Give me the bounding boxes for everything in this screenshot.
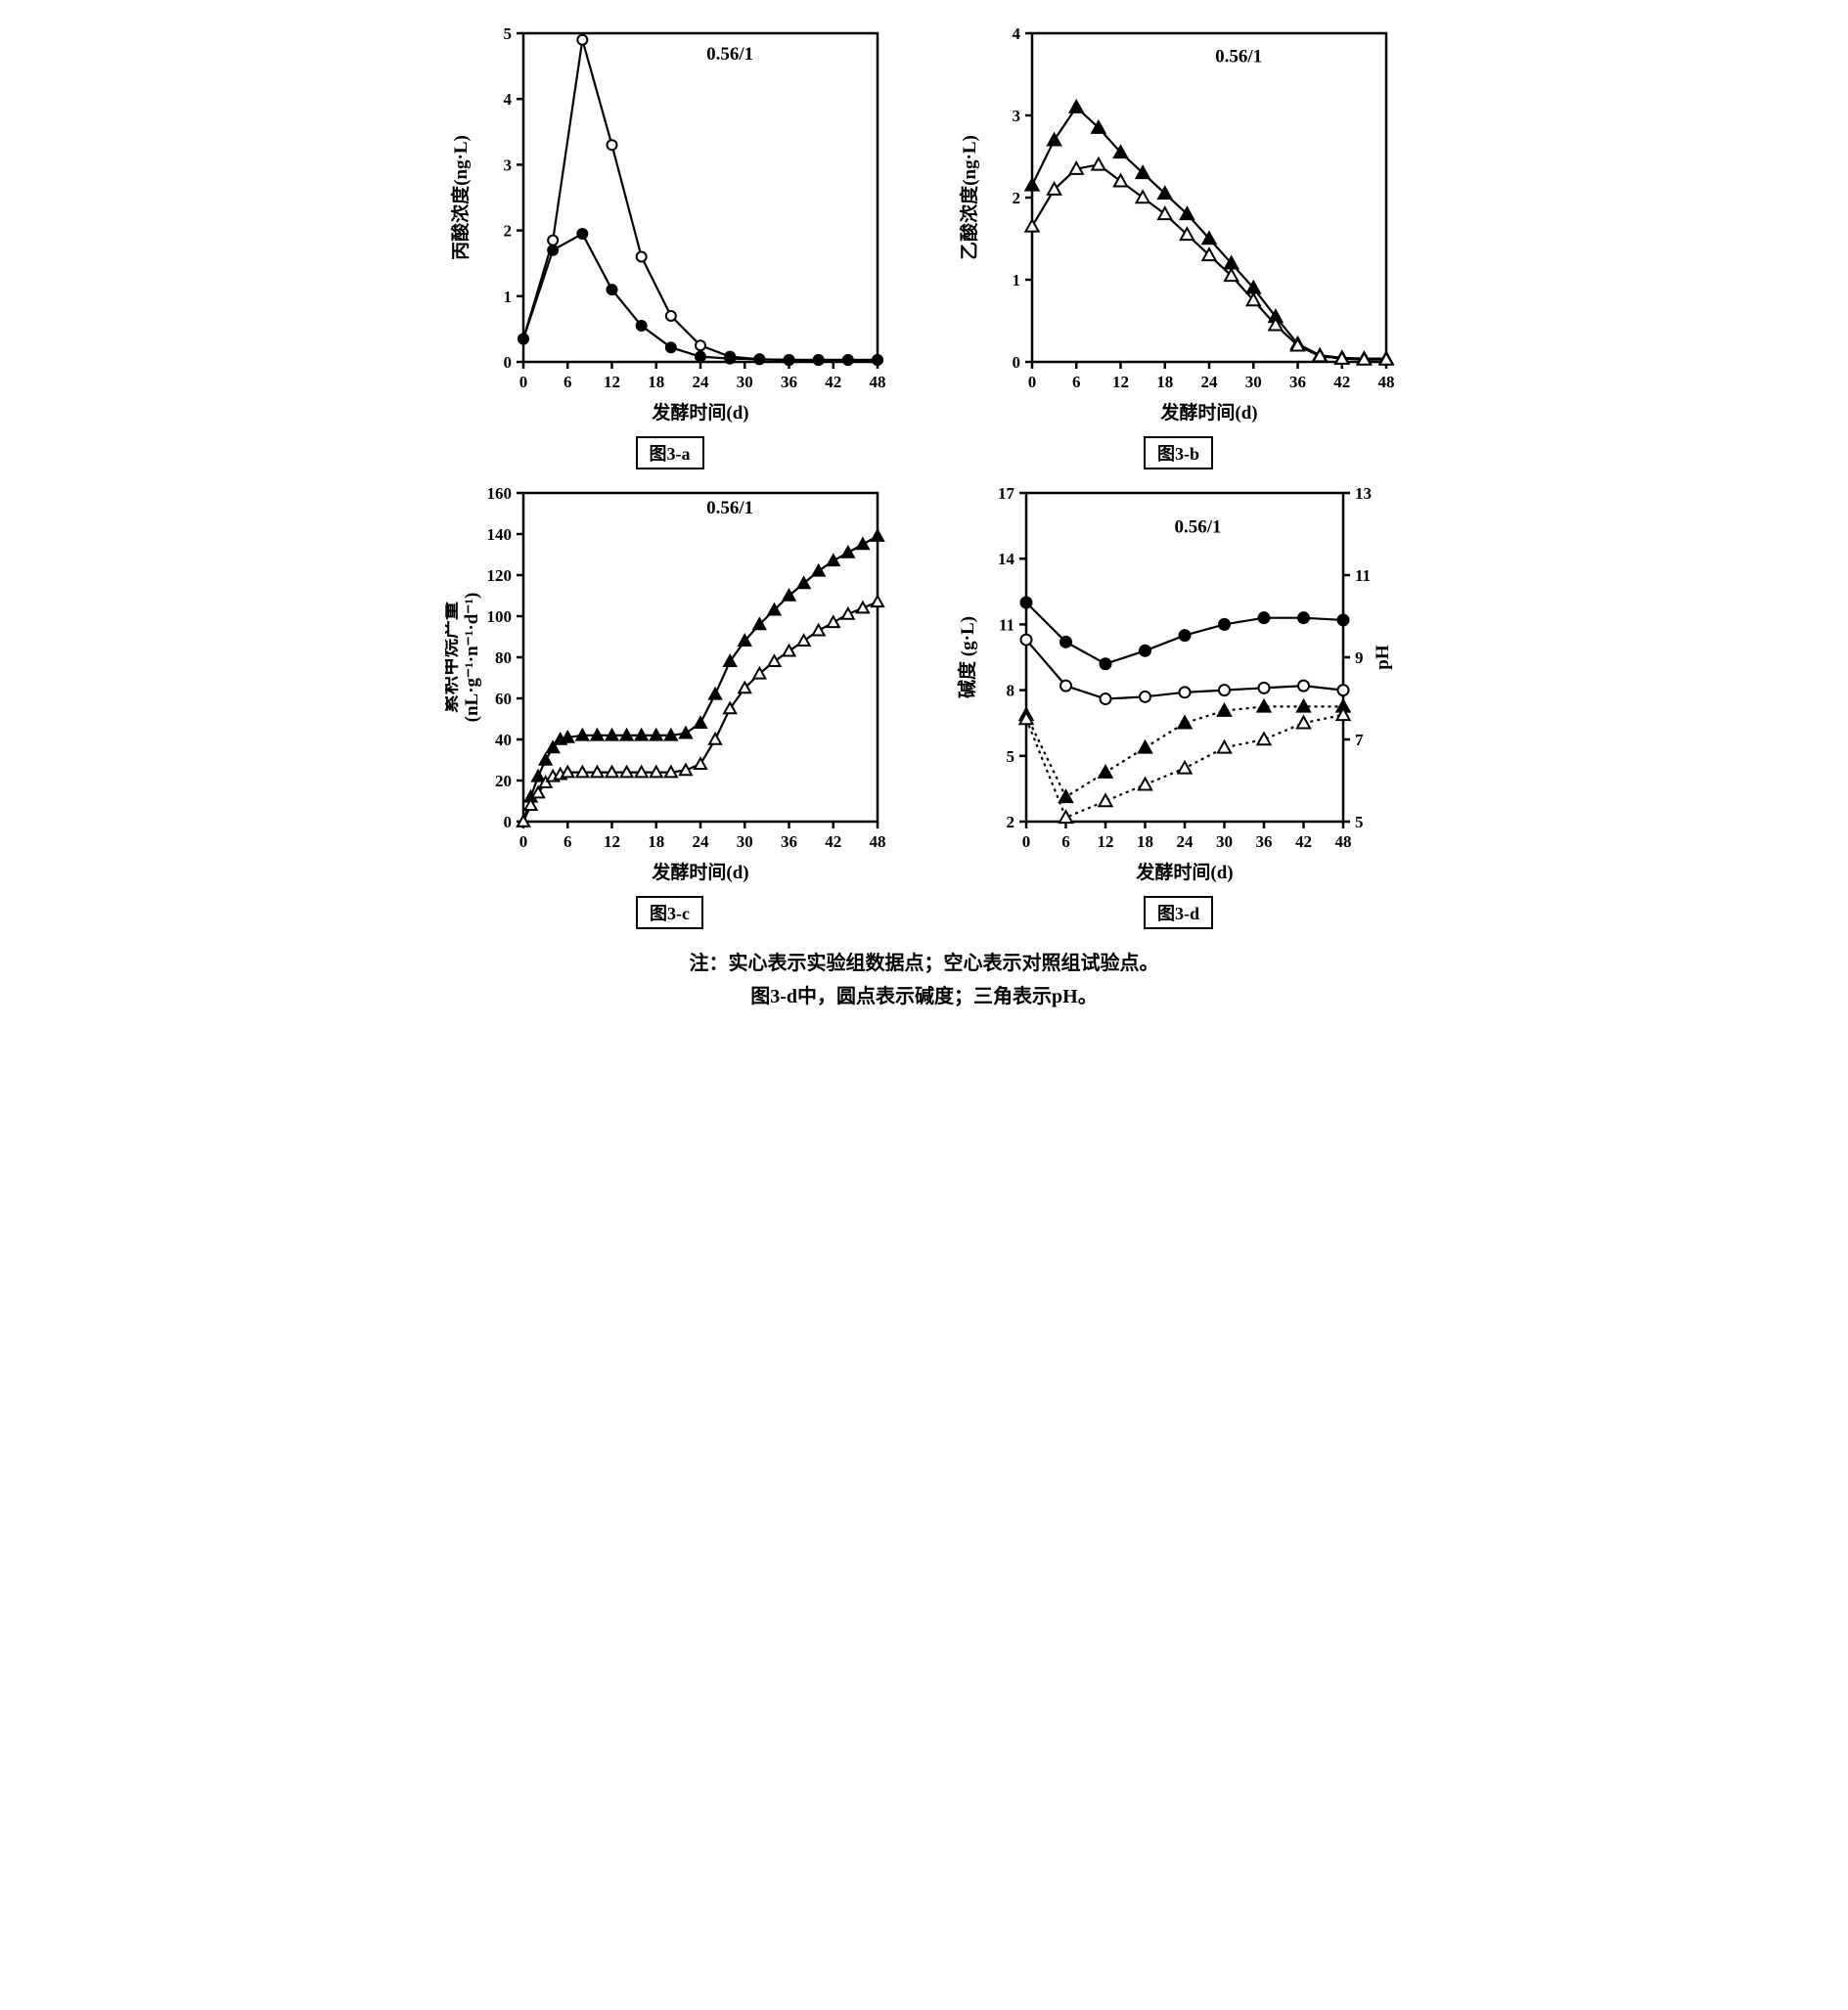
svg-text:累积甲烷产量(nL·g⁻¹·n⁻¹·d⁻¹): 累积甲烷产量(nL·g⁻¹·n⁻¹·d⁻¹) [445, 593, 482, 723]
svg-text:24: 24 [1200, 373, 1218, 391]
footnote-line2: 图3-d中，圆点表示碱度；三角表示pH。 [750, 986, 1097, 1007]
svg-text:发酵时间(d): 发酵时间(d) [1159, 401, 1257, 424]
chart-b: 061218243036424801234发酵时间(d)乙酸浓度(ng·L)0.… [954, 20, 1404, 430]
svg-text:60: 60 [495, 690, 512, 708]
svg-text:0: 0 [503, 353, 512, 372]
svg-text:12: 12 [1097, 832, 1113, 851]
svg-text:48: 48 [1377, 373, 1394, 391]
svg-text:160: 160 [486, 484, 512, 503]
svg-text:40: 40 [495, 731, 512, 749]
svg-text:36: 36 [1289, 373, 1306, 391]
svg-text:42: 42 [1333, 373, 1350, 391]
caption-b: 图3-b [1144, 436, 1213, 469]
svg-text:42: 42 [1295, 832, 1312, 851]
svg-text:0.56/1: 0.56/1 [706, 498, 753, 518]
svg-text:80: 80 [495, 648, 512, 667]
svg-text:0: 0 [1021, 832, 1030, 851]
panel-b: 061218243036424801234发酵时间(d)乙酸浓度(ng·L)0.… [944, 20, 1414, 469]
caption-d: 图3-d [1144, 896, 1213, 929]
svg-text:6: 6 [1072, 373, 1081, 391]
svg-text:碱度 (g·L): 碱度 (g·L) [956, 616, 978, 698]
svg-text:0.56/1: 0.56/1 [1174, 516, 1221, 537]
svg-text:9: 9 [1355, 648, 1364, 667]
svg-text:0.56/1: 0.56/1 [706, 44, 753, 65]
footnote: 注：实心表示实验组数据点；空心表示对照组试验点。 图3-d中，圆点表示碱度；三角… [435, 947, 1414, 1013]
svg-text:20: 20 [495, 772, 512, 790]
svg-text:发酵时间(d): 发酵时间(d) [651, 861, 748, 883]
svg-text:30: 30 [736, 373, 752, 391]
svg-text:36: 36 [781, 373, 797, 391]
svg-text:30: 30 [736, 832, 752, 851]
svg-text:18: 18 [648, 832, 664, 851]
svg-text:4: 4 [1012, 24, 1020, 43]
svg-text:18: 18 [648, 373, 664, 391]
svg-text:1: 1 [503, 288, 512, 306]
chart-d: 0 6 12 18 24 30 36 42 48 2 5 8 11 14 17 5 7 9 11 13 发酵时间(d) 碱… [954, 479, 1404, 890]
svg-text:2: 2 [1012, 189, 1020, 207]
svg-text:42: 42 [825, 373, 841, 391]
svg-text:11: 11 [998, 615, 1014, 634]
svg-text:6: 6 [563, 373, 572, 391]
svg-text:13: 13 [1355, 484, 1372, 503]
svg-text:6: 6 [1061, 832, 1070, 851]
svg-text:12: 12 [1112, 373, 1129, 391]
svg-text:48: 48 [1334, 832, 1351, 851]
svg-text:140: 140 [486, 525, 512, 544]
chart-c: 0 6 12 18 24 30 36 42 48 0 20 40 60 80 100 120 140 160 发酵时… [445, 479, 895, 890]
svg-text:0: 0 [1027, 373, 1036, 391]
svg-text:发酵时间(d): 发酵时间(d) [651, 401, 748, 424]
svg-text:100: 100 [486, 607, 512, 626]
svg-text:1: 1 [1012, 271, 1020, 290]
svg-text:7: 7 [1355, 731, 1364, 749]
svg-text:0: 0 [503, 813, 512, 831]
figure-grid: 0612182430364248012345发酵时间(d)丙酸浓度(ng·L)0… [435, 20, 1414, 1013]
svg-text:5: 5 [503, 24, 512, 43]
svg-text:4: 4 [503, 90, 512, 109]
svg-text:18: 18 [1156, 373, 1173, 391]
svg-text:发酵时间(d): 发酵时间(d) [1135, 861, 1233, 883]
svg-text:2: 2 [1006, 813, 1014, 831]
panel-d: 0 6 12 18 24 30 36 42 48 2 5 8 11 14 17 5 7 9 11 13 发酵时间(d) 碱… [944, 479, 1414, 929]
svg-text:36: 36 [1255, 832, 1272, 851]
svg-text:0: 0 [518, 373, 527, 391]
svg-text:11: 11 [1355, 566, 1371, 585]
svg-text:42: 42 [825, 832, 841, 851]
svg-text:24: 24 [692, 832, 709, 851]
svg-text:0.56/1: 0.56/1 [1215, 46, 1262, 67]
svg-text:48: 48 [869, 832, 885, 851]
svg-text:30: 30 [1244, 373, 1261, 391]
svg-text:pH: pH [1373, 645, 1393, 670]
svg-text:14: 14 [998, 550, 1015, 568]
svg-text:丙酸浓度(ng·L): 丙酸浓度(ng·L) [449, 135, 472, 260]
caption-c: 图3-c [636, 896, 703, 929]
svg-text:3: 3 [503, 156, 512, 174]
svg-text:12: 12 [604, 373, 620, 391]
svg-text:2: 2 [503, 222, 512, 241]
svg-text:120: 120 [486, 566, 512, 585]
chart-a: 0612182430364248012345发酵时间(d)丙酸浓度(ng·L)0… [445, 20, 895, 430]
panel-c: 0 6 12 18 24 30 36 42 48 0 20 40 60 80 100 120 140 160 发酵时… [435, 479, 905, 929]
footnote-line1: 注：实心表示实验组数据点；空心表示对照组试验点。 [690, 953, 1159, 974]
svg-text:48: 48 [869, 373, 885, 391]
svg-text:5: 5 [1006, 747, 1014, 766]
svg-text:乙酸浓度(ng·L): 乙酸浓度(ng·L) [958, 135, 980, 260]
svg-text:30: 30 [1216, 832, 1233, 851]
svg-text:36: 36 [781, 832, 797, 851]
caption-a: 图3-a [636, 436, 704, 469]
svg-text:24: 24 [692, 373, 709, 391]
svg-text:5: 5 [1355, 813, 1364, 831]
svg-text:8: 8 [1006, 682, 1014, 700]
svg-text:24: 24 [1176, 832, 1194, 851]
svg-text:6: 6 [563, 832, 572, 851]
svg-text:0: 0 [1012, 353, 1020, 372]
panel-a: 0612182430364248012345发酵时间(d)丙酸浓度(ng·L)0… [435, 20, 905, 469]
svg-text:0: 0 [518, 832, 527, 851]
svg-text:18: 18 [1137, 832, 1153, 851]
svg-text:3: 3 [1012, 107, 1020, 125]
svg-text:12: 12 [604, 832, 620, 851]
svg-text:17: 17 [998, 484, 1015, 503]
